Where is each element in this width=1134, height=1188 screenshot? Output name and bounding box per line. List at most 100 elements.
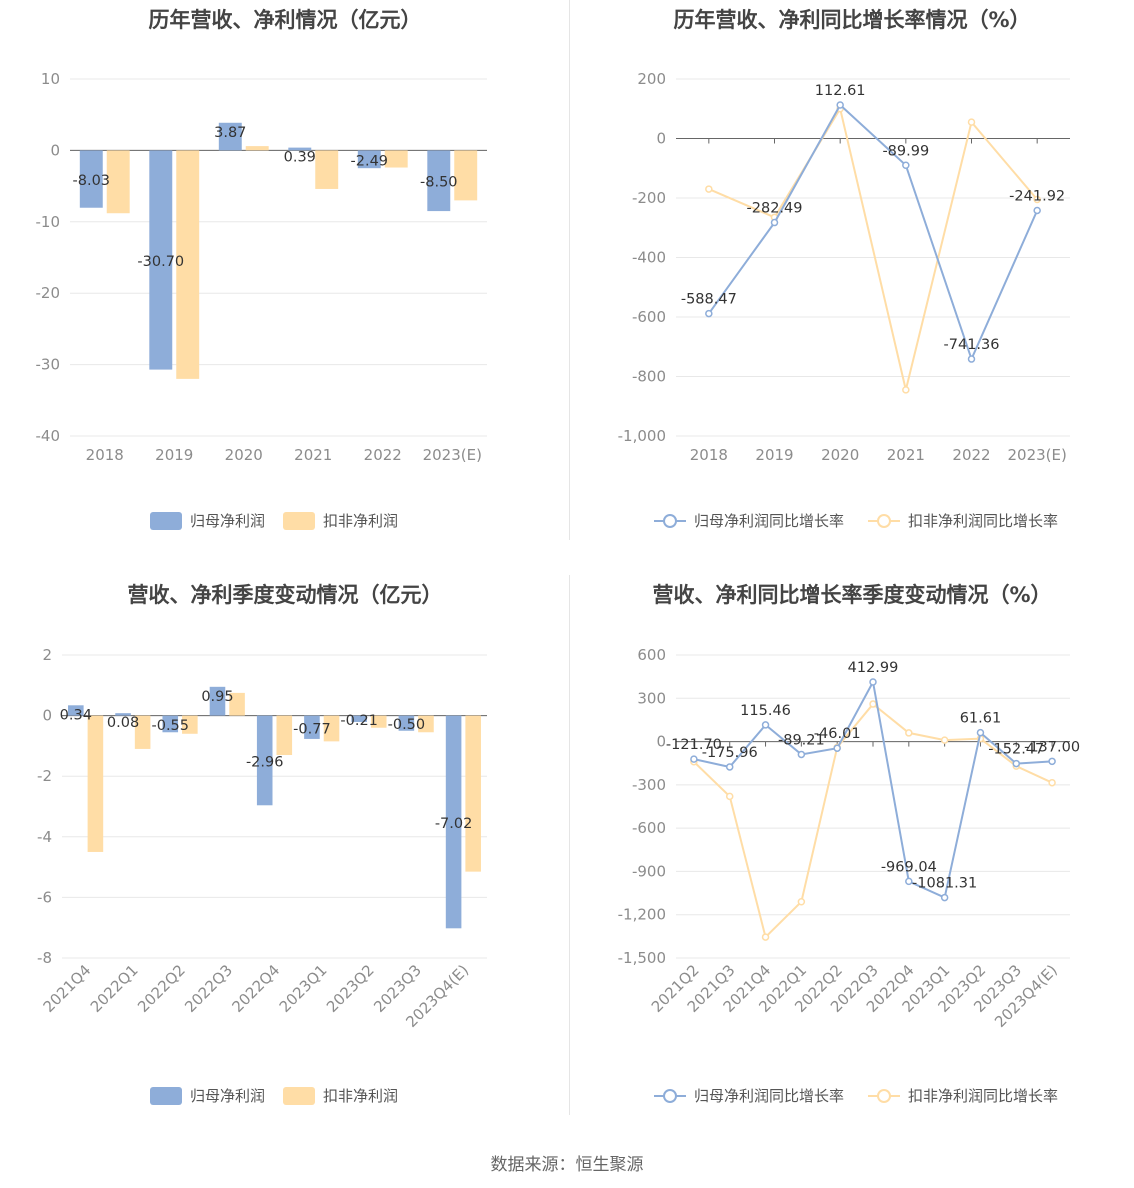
y-tick-label: -20 xyxy=(36,284,61,302)
legend-swatch xyxy=(283,1087,315,1105)
bar xyxy=(454,150,478,201)
data-point xyxy=(1048,757,1056,766)
y-tick-label: 200 xyxy=(637,70,666,88)
data-label: -8.50 xyxy=(420,175,458,191)
series-line xyxy=(708,103,1039,362)
data-point xyxy=(761,721,770,729)
data-label: -89.99 xyxy=(882,143,929,159)
data-source-note: 数据来源：恒生聚源 xyxy=(490,1155,644,1175)
y-tick-label: -10 xyxy=(36,213,61,231)
data-point xyxy=(940,893,949,902)
data-label: -89.21 xyxy=(778,732,825,748)
bar xyxy=(465,715,481,872)
data-point xyxy=(976,728,985,737)
data-point xyxy=(705,185,713,193)
data-point xyxy=(1033,206,1041,215)
data-label: 412.99 xyxy=(848,660,899,676)
data-label: -46.01 xyxy=(814,726,861,742)
chart-panel-annual-profit: 历年营收、净利情况（亿元） 10 0 -10 -20 -30 -40 2018 2019 202… xyxy=(0,0,570,560)
legend-swatch-marker xyxy=(663,1089,677,1103)
data-point xyxy=(967,118,976,126)
data-point xyxy=(905,729,913,737)
y-tick-label: -1,200 xyxy=(618,906,666,924)
bar xyxy=(182,715,198,734)
data-point xyxy=(797,897,806,906)
data-label: -741.36 xyxy=(944,337,1000,353)
bar xyxy=(245,146,269,151)
y-tick-label: -1,000 xyxy=(618,427,666,445)
panel-divider xyxy=(569,0,570,540)
y-tick-label: 10 xyxy=(41,70,60,88)
data-label: -969.04 xyxy=(881,859,937,875)
bar xyxy=(106,150,130,214)
x-tick-label: 2022Q3 xyxy=(181,961,236,1016)
y-tick-label: -300 xyxy=(632,776,666,794)
bar xyxy=(209,686,226,716)
data-label: -282.49 xyxy=(747,201,803,217)
data-label: -152.47 xyxy=(988,742,1044,758)
data-point xyxy=(869,700,877,708)
quarterly-growth-chart: 6003000-300-600-900-1,200-1,5002021Q2202… xyxy=(618,646,1080,1105)
y-tick-label: -6 xyxy=(37,888,52,906)
data-label: -0.55 xyxy=(151,718,189,734)
bar xyxy=(384,150,408,168)
legend-swatch-marker xyxy=(877,514,891,528)
data-point xyxy=(833,744,841,752)
legend-label: 归母净利润同比增长率 xyxy=(694,512,844,530)
chart-title: 营收、净利季度变动情况（亿元） xyxy=(127,583,443,607)
bar xyxy=(288,147,312,151)
x-tick-label: 2021Q4 xyxy=(40,961,95,1016)
legend-swatch-marker xyxy=(877,1089,891,1103)
x-tick-label: 2022Q2 xyxy=(134,961,189,1016)
data-label: -121.70 xyxy=(666,737,722,753)
data-label: -588.47 xyxy=(681,292,737,308)
chart-title: 历年营收、净利同比增长率情况（%） xyxy=(673,8,1031,32)
bar xyxy=(357,150,381,169)
legend-swatch xyxy=(283,512,315,530)
quarterly-profit-chart: 2 0 -2 -4 -6 -82021Q42022Q12022Q22022Q32022Q4… xyxy=(37,646,487,1105)
x-tick-label: 2018 xyxy=(690,446,728,464)
data-label: -7.02 xyxy=(435,816,473,832)
bar xyxy=(87,715,104,852)
bar xyxy=(351,715,367,722)
data-label: 115.46 xyxy=(740,703,791,719)
chart-panel-annual-growth: 历年营收、净利同比增长率情况（%） 200 0 -200 -400 -600 -800 -1… xyxy=(570,0,1134,560)
data-point xyxy=(905,877,913,886)
data-label: -241.92 xyxy=(1009,188,1065,204)
series-line xyxy=(693,702,1053,940)
bar xyxy=(276,715,293,755)
data-label: -0.77 xyxy=(293,721,331,737)
y-tick-label: -600 xyxy=(632,308,666,326)
bar xyxy=(134,715,151,749)
legend-label: 扣非净利润 xyxy=(323,512,398,530)
annual-profit-chart: 10 0 -10 -20 -30 -40 2018 2019 2020 2021 2022 2023(… xyxy=(36,70,487,530)
y-tick-label: -1,500 xyxy=(618,949,666,967)
bar xyxy=(323,715,340,742)
x-tick-label: 2021 xyxy=(294,446,332,464)
chart-title: 历年营收、净利情况（亿元） xyxy=(148,8,422,32)
legend-swatch xyxy=(150,512,182,530)
data-point xyxy=(967,355,976,363)
y-tick-label: -900 xyxy=(632,862,666,880)
bar xyxy=(418,715,434,733)
data-label: -30.70 xyxy=(137,254,184,270)
data-label: -2.49 xyxy=(351,153,389,169)
y-tick-label: -4 xyxy=(37,828,52,846)
data-label: -0.21 xyxy=(340,713,378,729)
x-tick-label: 2020 xyxy=(225,446,263,464)
data-label: -137.00 xyxy=(1024,739,1080,755)
y-tick-label: -200 xyxy=(632,189,666,207)
data-label: 0.39 xyxy=(284,150,316,166)
data-label: -1081.31 xyxy=(912,876,977,892)
data-label: 0.95 xyxy=(201,689,233,705)
legend-swatch xyxy=(150,1087,182,1105)
bar xyxy=(445,715,462,929)
bar xyxy=(162,715,179,733)
x-tick-label: 2023Q1 xyxy=(276,961,331,1016)
y-tick-label: -800 xyxy=(632,368,666,386)
x-tick-label: 2019 xyxy=(755,446,793,464)
legend-label: 归母净利润 xyxy=(190,512,265,530)
data-point xyxy=(690,755,698,763)
data-label: -8.03 xyxy=(73,173,111,189)
y-tick-label: 2 xyxy=(42,646,52,664)
